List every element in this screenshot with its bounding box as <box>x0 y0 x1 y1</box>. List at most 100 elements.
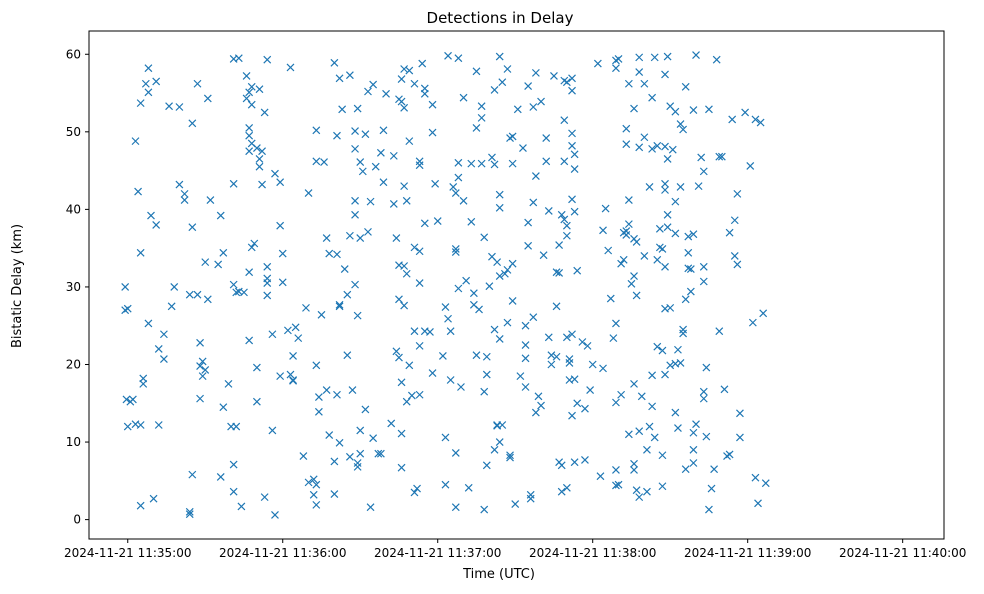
y-tick-label: 60 <box>66 47 81 61</box>
data-point <box>534 392 543 401</box>
data-point <box>136 421 145 429</box>
data-point <box>201 258 210 267</box>
data-point <box>198 372 207 381</box>
data-point <box>247 82 256 91</box>
data-point <box>400 182 409 191</box>
data-point <box>477 159 486 168</box>
data-point <box>725 450 734 459</box>
data-point <box>338 105 347 114</box>
data-point <box>498 78 507 87</box>
data-point <box>180 196 189 204</box>
data-point <box>601 204 610 213</box>
x-tick-label: 2024-11-21 11:38:00 <box>529 546 656 560</box>
y-axis-ticks: 0 10 20 30 40 50 60 <box>66 47 89 527</box>
data-point <box>141 79 150 88</box>
data-point <box>699 262 708 271</box>
data-point <box>596 472 605 481</box>
data-point <box>325 431 334 439</box>
data-point <box>467 159 476 168</box>
data-point <box>733 189 742 198</box>
data-point <box>500 269 509 278</box>
data-point <box>555 241 564 249</box>
data-point <box>681 295 690 304</box>
data-point <box>131 137 140 146</box>
data-point <box>454 284 463 293</box>
data-point <box>632 291 641 300</box>
data-point <box>622 231 631 239</box>
data-point <box>263 262 272 271</box>
data-point <box>741 108 750 117</box>
data-point <box>506 451 514 460</box>
data-point <box>663 210 672 219</box>
data-point <box>299 452 308 460</box>
data-point <box>219 403 228 412</box>
data-point <box>542 157 551 166</box>
data-point <box>521 321 530 330</box>
data-point <box>588 360 597 369</box>
data-point <box>420 219 429 228</box>
data-point <box>356 158 365 166</box>
data-point <box>369 80 378 89</box>
data-point <box>653 141 662 150</box>
data-point <box>263 291 272 300</box>
data-point <box>495 438 504 446</box>
data-point <box>503 65 512 73</box>
data-point <box>312 500 321 509</box>
data-point <box>188 470 197 479</box>
data-point <box>562 483 571 492</box>
data-point <box>661 142 669 151</box>
data-point <box>247 243 256 252</box>
data-point <box>356 234 365 243</box>
data-point <box>389 200 398 208</box>
data-point <box>467 217 476 226</box>
data-point <box>410 488 419 497</box>
data-point <box>550 72 558 80</box>
data-point <box>686 265 695 274</box>
data-point <box>144 64 153 73</box>
data-point <box>599 364 607 373</box>
data-point <box>710 465 719 474</box>
data-point <box>286 370 295 379</box>
data-point <box>283 326 292 335</box>
data-point <box>689 459 698 467</box>
data-point <box>661 370 669 379</box>
data-point <box>730 251 739 260</box>
data-point <box>702 363 711 372</box>
data-point <box>203 295 212 304</box>
data-point <box>516 372 525 381</box>
data-point <box>653 342 662 351</box>
x-axis-ticks: 2024-11-21 11:35:00 2024-11-21 11:36:00 20… <box>64 539 966 560</box>
data-point <box>645 182 654 191</box>
data-point <box>754 499 762 508</box>
data-point <box>185 510 194 519</box>
data-point <box>444 51 452 60</box>
data-point <box>746 162 755 170</box>
y-tick-label: 0 <box>73 513 81 527</box>
data-point <box>552 302 561 311</box>
data-point <box>482 461 491 470</box>
data-point <box>196 394 204 403</box>
data-point <box>635 427 644 436</box>
data-point <box>353 311 362 320</box>
data-point <box>630 459 638 468</box>
data-point <box>464 483 473 492</box>
data-point <box>250 239 259 248</box>
data-point <box>529 103 538 111</box>
data-point <box>612 64 620 73</box>
data-point <box>557 487 566 496</box>
data-point <box>676 182 685 191</box>
x-tick-label: 2024-11-21 11:37:00 <box>374 546 501 560</box>
data-point <box>335 302 344 311</box>
y-axis-label: Bistatic Delay (km) <box>10 224 25 348</box>
data-point <box>348 386 357 395</box>
data-point <box>503 265 512 274</box>
data-point <box>495 190 504 199</box>
data-point <box>570 458 579 467</box>
data-point <box>560 116 569 125</box>
data-point <box>400 262 409 270</box>
data-point <box>622 227 631 236</box>
data-point <box>185 507 194 516</box>
data-point <box>612 398 620 407</box>
data-point <box>568 74 576 83</box>
data-point <box>353 462 362 471</box>
